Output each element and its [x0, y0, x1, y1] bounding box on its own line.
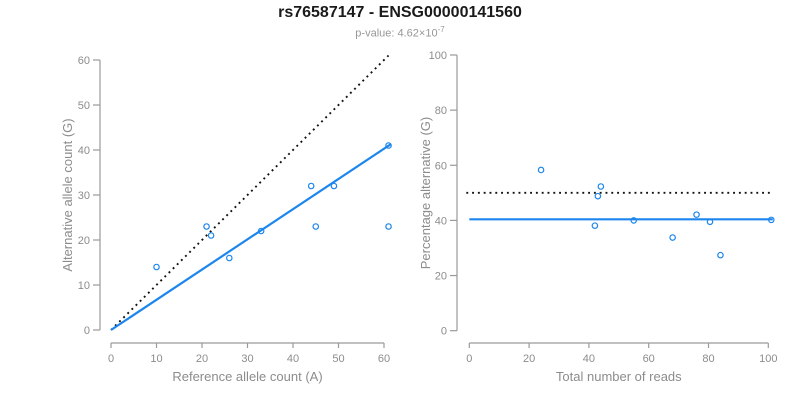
- data-point: [307, 182, 315, 190]
- identity-line: [110, 54, 390, 331]
- data-point: [591, 222, 599, 229]
- x-tick-label: 0: [466, 353, 472, 365]
- y-tick-label: 0: [441, 326, 447, 338]
- x-axis-title: Reference allele count (A): [172, 369, 322, 384]
- x-tick-label: 80: [702, 353, 714, 365]
- y-tick-label: 60: [435, 160, 447, 172]
- data-point: [207, 232, 215, 239]
- data-point: [385, 142, 392, 149]
- x-tick-label: 0: [108, 353, 114, 365]
- y-axis-title: Alternative allele count (G): [60, 118, 75, 271]
- pvalue-exponent: -7: [437, 25, 445, 34]
- x-tick-label: 30: [241, 353, 253, 365]
- y-tick-label: 40: [78, 145, 90, 157]
- data-point: [630, 217, 638, 224]
- y-tick-label: 30: [78, 190, 90, 202]
- x-axis-title: Total number of reads: [556, 369, 682, 384]
- data-point: [330, 182, 338, 190]
- left-scatter-plot: 0 10 20 30 40 50 60 0 10 20 30 40 50 60 Reference alle…: [60, 54, 392, 384]
- x-tick-label: 20: [523, 353, 535, 365]
- data-point: [537, 166, 545, 174]
- fit-line: [110, 143, 392, 331]
- y-tick-label: 20: [78, 235, 90, 247]
- data-point: [597, 183, 605, 190]
- page-title: rs76587147 - ENSG00000141560: [278, 4, 522, 21]
- data-point: [706, 218, 714, 226]
- y-tick-label: 100: [429, 50, 447, 62]
- y-tick-label: 60: [78, 55, 90, 67]
- y-tick-label: 50: [78, 100, 90, 112]
- data-point: [257, 227, 265, 235]
- right-scatter-plot: 0 20 40 60 80 100 0 20 40 60 80 100 Total number of …: [418, 50, 777, 384]
- y-tick-label: 20: [435, 271, 447, 283]
- data-point: [226, 254, 233, 262]
- x-tick-label: 40: [287, 353, 299, 365]
- y-tick-label: 10: [78, 280, 90, 292]
- data-point: [717, 251, 724, 259]
- data-point: [767, 216, 775, 224]
- x-tick-label: 60: [378, 353, 390, 365]
- y-axis-title: Percentage alternative (G): [418, 117, 433, 269]
- data-point: [153, 263, 160, 271]
- data-point: [385, 223, 392, 230]
- x-tick-label: 40: [583, 353, 595, 365]
- data-point: [203, 223, 210, 230]
- y-tick-label: 40: [435, 215, 447, 227]
- x-tick-label: 60: [643, 353, 655, 365]
- data-point: [669, 234, 676, 241]
- x-tick-label: 20: [196, 353, 208, 365]
- x-tick-label: 10: [150, 353, 162, 365]
- data-point: [594, 192, 602, 200]
- data-point: [693, 211, 700, 218]
- data-point: [312, 223, 320, 230]
- pvalue-subtitle: p-value: 4.62×10-7: [0, 23, 800, 41]
- x-tick-label: 50: [332, 353, 344, 365]
- y-tick-label: 80: [435, 105, 447, 117]
- y-tick-label: 0: [84, 325, 90, 337]
- x-tick-label: 100: [759, 353, 777, 365]
- pvalue-text: p-value: 4.62×10: [355, 27, 438, 40]
